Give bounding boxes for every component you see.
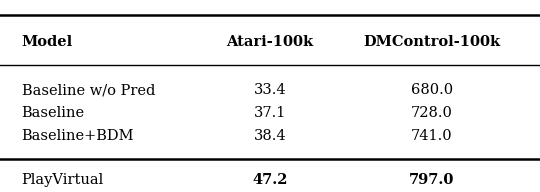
Text: PlayVirtual: PlayVirtual bbox=[22, 174, 104, 187]
Text: Baseline+BDM: Baseline+BDM bbox=[22, 129, 134, 143]
Text: 797.0: 797.0 bbox=[409, 174, 455, 187]
Text: Atari-100k: Atari-100k bbox=[226, 35, 314, 49]
Text: 33.4: 33.4 bbox=[254, 83, 286, 97]
Text: 728.0: 728.0 bbox=[411, 106, 453, 120]
Text: Model: Model bbox=[22, 35, 73, 49]
Text: Baseline: Baseline bbox=[22, 106, 85, 120]
Text: 47.2: 47.2 bbox=[252, 174, 288, 187]
Text: 37.1: 37.1 bbox=[254, 106, 286, 120]
Text: 680.0: 680.0 bbox=[411, 83, 453, 97]
Text: Baseline w/o Pred: Baseline w/o Pred bbox=[22, 83, 155, 97]
Text: 38.4: 38.4 bbox=[254, 129, 286, 143]
Text: DMControl-100k: DMControl-100k bbox=[363, 35, 501, 49]
Text: 741.0: 741.0 bbox=[411, 129, 453, 143]
